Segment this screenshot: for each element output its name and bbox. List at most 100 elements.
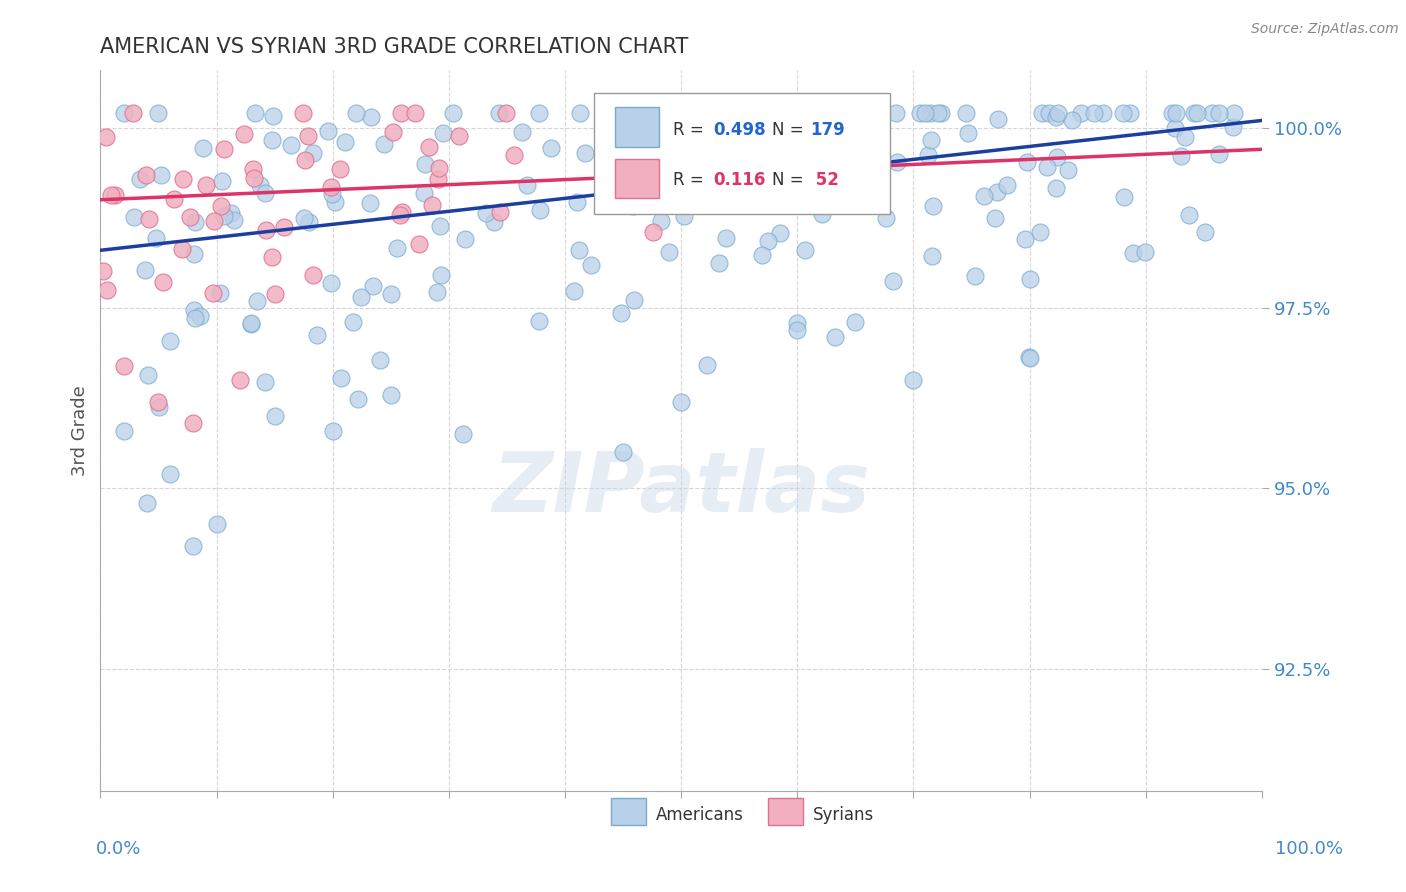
Point <box>766 128 789 143</box>
Point <box>273 219 295 234</box>
Point <box>159 334 181 348</box>
Point <box>839 136 862 151</box>
Point <box>208 285 231 300</box>
Point <box>136 368 159 382</box>
Point <box>212 142 235 156</box>
Point <box>426 285 449 299</box>
Point <box>510 125 533 139</box>
Point <box>796 129 818 144</box>
Point <box>183 303 205 318</box>
Point <box>112 424 135 438</box>
Point <box>181 539 204 553</box>
Point <box>104 188 127 202</box>
FancyBboxPatch shape <box>614 107 659 147</box>
Point <box>1060 112 1083 127</box>
Point <box>484 214 506 228</box>
Text: Source: ZipAtlas.com: Source: ZipAtlas.com <box>1251 22 1399 37</box>
Point <box>100 187 122 202</box>
Point <box>297 128 319 143</box>
Point <box>1014 232 1036 246</box>
Point <box>205 517 228 532</box>
Point <box>1160 106 1182 120</box>
Point <box>984 211 1007 225</box>
Point <box>1046 106 1069 120</box>
Point <box>650 214 672 228</box>
Point <box>333 135 356 149</box>
Point <box>1057 162 1080 177</box>
Point <box>756 235 779 249</box>
Point <box>1019 271 1042 285</box>
Point <box>769 226 792 240</box>
Point <box>927 106 949 120</box>
Point <box>321 276 343 290</box>
Point <box>413 186 436 201</box>
Point <box>1036 160 1059 174</box>
Point <box>429 219 451 233</box>
Point <box>441 106 464 120</box>
Point <box>1031 106 1053 120</box>
Point <box>381 125 404 139</box>
Point <box>956 127 979 141</box>
Point <box>669 394 692 409</box>
Text: 0.116: 0.116 <box>714 171 766 189</box>
Point <box>242 161 264 176</box>
Point <box>579 258 602 272</box>
Point <box>188 309 211 323</box>
Point <box>839 112 862 126</box>
Point <box>728 150 751 164</box>
Point <box>1164 121 1187 136</box>
Point <box>495 106 517 120</box>
Point <box>1112 189 1135 203</box>
Point <box>368 353 391 368</box>
Point <box>426 171 449 186</box>
Point <box>574 145 596 160</box>
Y-axis label: 3rd Grade: 3rd Grade <box>72 385 89 476</box>
Point <box>211 173 233 187</box>
Point <box>794 106 817 120</box>
Point <box>787 106 810 120</box>
Point <box>1222 120 1244 134</box>
Point <box>804 139 827 153</box>
Point <box>1133 244 1156 259</box>
Point <box>475 206 498 220</box>
Point <box>903 373 925 387</box>
Point <box>254 375 277 389</box>
Point <box>301 268 323 282</box>
Point <box>418 140 440 154</box>
Point <box>1091 106 1114 120</box>
Point <box>685 145 707 160</box>
Point <box>246 294 269 309</box>
Point <box>540 141 562 155</box>
Point <box>135 496 157 510</box>
Point <box>1208 106 1230 120</box>
Point <box>824 106 846 120</box>
Point <box>921 249 943 263</box>
Point <box>163 192 186 206</box>
Point <box>305 328 328 343</box>
Point <box>489 204 512 219</box>
Point <box>1223 106 1246 120</box>
Point <box>229 373 252 387</box>
Point <box>875 211 897 225</box>
Point <box>717 122 740 136</box>
Point <box>195 178 218 193</box>
Point <box>516 178 538 192</box>
Point <box>96 283 118 297</box>
Point <box>292 211 315 225</box>
Point <box>568 243 591 257</box>
Point <box>361 278 384 293</box>
Point <box>373 137 395 152</box>
Point <box>776 176 799 190</box>
Point <box>152 276 174 290</box>
Point <box>1177 208 1199 222</box>
Point <box>620 187 643 202</box>
FancyBboxPatch shape <box>768 797 803 825</box>
Point <box>834 134 856 148</box>
Point <box>612 445 634 459</box>
Point <box>387 241 409 255</box>
Point <box>1045 181 1067 195</box>
Point <box>529 203 551 218</box>
Text: R =: R = <box>673 171 709 189</box>
Point <box>129 172 152 186</box>
Point <box>922 199 945 213</box>
